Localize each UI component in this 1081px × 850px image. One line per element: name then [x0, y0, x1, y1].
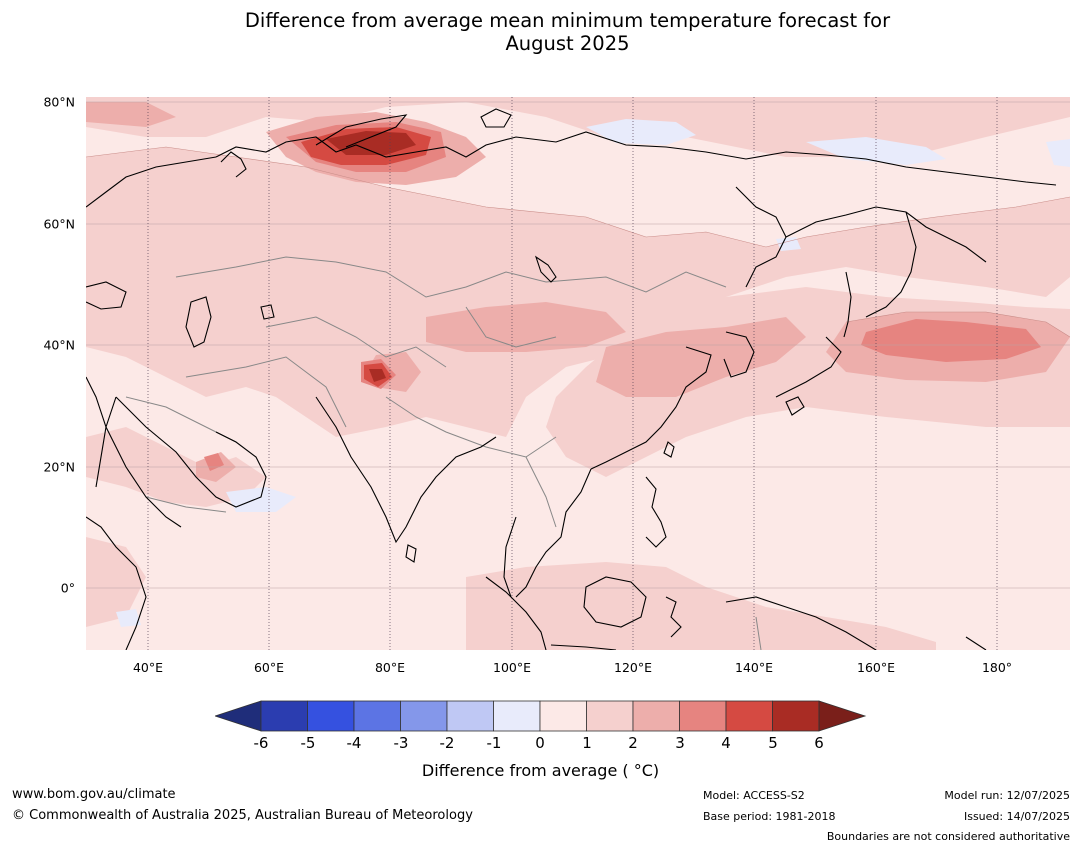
colorbar-tick: -3: [393, 734, 409, 752]
colorbar-tick: 3: [675, 734, 685, 752]
lat-label-20n: 20°N: [43, 459, 75, 475]
colorbar-tick: -2: [439, 734, 455, 752]
colorbar-tick: 5: [768, 734, 778, 752]
colorbar-tick: 2: [628, 734, 638, 752]
footer-copyright: © Commonwealth of Australia 2025, Austra…: [12, 808, 473, 823]
colorbar: [215, 700, 867, 732]
colorbar-tick: 0: [535, 734, 545, 752]
map-title: Difference from average mean minimum tem…: [0, 9, 1081, 55]
footer-base-period: Base period: 1981-2018: [703, 810, 836, 823]
colorbar-cell: [632, 700, 680, 732]
colorbar-tick: -4: [346, 734, 362, 752]
contour-lines: [86, 146, 1070, 338]
colorbar-label: Difference from average ( °C): [421, 761, 660, 780]
colorbar-cell: [493, 700, 541, 732]
lat-label-80n: 80°N: [43, 94, 75, 110]
lon-label-60e: 60°E: [253, 660, 285, 675]
colorbar-cell: [725, 700, 773, 732]
lat-label-60n: 60°N: [43, 216, 75, 232]
lon-label-180: 180°: [981, 660, 1013, 675]
colorbar-tick: -6: [253, 734, 269, 752]
colorbar-cell: [400, 700, 448, 732]
colorbar-tick: -1: [486, 734, 502, 752]
colorbar-cell: [586, 700, 634, 732]
colorbar-extend-high: [818, 700, 867, 732]
colorbar-cell: [307, 700, 355, 732]
lat-label-0: 0°: [60, 580, 75, 596]
colorbar-cell: [679, 700, 727, 732]
gridlines: [86, 97, 1070, 650]
colorbar-cells: [215, 700, 867, 732]
colorbar-tick: 6: [814, 734, 824, 752]
colorbar-tick: 1: [582, 734, 592, 752]
colorbar-extend-low: [215, 700, 262, 732]
colorbar-cell: [539, 700, 587, 732]
lon-label-140e: 140°E: [734, 660, 774, 675]
lon-label-40e: 40°E: [132, 660, 164, 675]
colorbar-cell: [353, 700, 401, 732]
colorbar-tick: -5: [300, 734, 316, 752]
lon-label-120e: 120°E: [613, 660, 653, 675]
footer-issued: Issued: 14/07/2025: [963, 810, 1070, 823]
lon-label-160e: 160°E: [856, 660, 896, 675]
anomaly-5-6-regions: [326, 131, 416, 382]
lon-label-80e: 80°E: [374, 660, 406, 675]
lon-label-100e: 100°E: [492, 660, 532, 675]
footer-model-run: Model run: 12/07/2025: [944, 789, 1070, 802]
title-line-1: Difference from average mean minimum tem…: [244, 9, 891, 32]
lat-label-40n: 40°N: [43, 337, 75, 353]
footer-model: Model: ACCESS-S2: [703, 789, 805, 802]
colorbar-tick: 4: [721, 734, 731, 752]
title-line-2: August 2025: [505, 32, 630, 55]
colorbar-cell: [772, 700, 820, 732]
coastlines: [86, 108, 1057, 650]
map-svg: [86, 97, 1070, 650]
colorbar-cell: [446, 700, 494, 732]
colorbar-cell: [260, 700, 308, 732]
forecast-map[interactable]: [86, 97, 1070, 650]
footer-website[interactable]: www.bom.gov.au/climate: [12, 787, 176, 802]
footer-disclaimer: Boundaries are not considered authoritat…: [826, 830, 1070, 843]
